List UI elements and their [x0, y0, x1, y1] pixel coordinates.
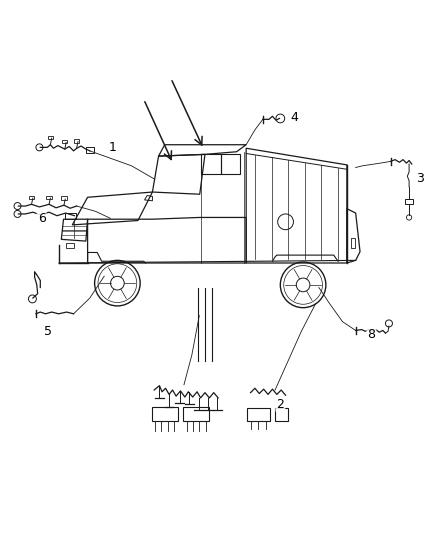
- Bar: [152, 407, 178, 421]
- Bar: [66, 243, 74, 248]
- Bar: [29, 196, 34, 199]
- Bar: [247, 408, 270, 421]
- Text: 2: 2: [276, 398, 284, 411]
- Text: 4: 4: [290, 111, 298, 124]
- Bar: [86, 147, 94, 154]
- Bar: [183, 407, 209, 421]
- Bar: [65, 213, 76, 219]
- Bar: [275, 408, 288, 421]
- Bar: [61, 197, 67, 200]
- Bar: [405, 199, 413, 204]
- Bar: [48, 135, 53, 139]
- Text: 5: 5: [44, 325, 52, 338]
- Bar: [46, 196, 52, 199]
- Text: 1: 1: [109, 141, 117, 154]
- Text: 8: 8: [367, 328, 375, 341]
- Bar: [62, 140, 67, 143]
- Text: 3: 3: [417, 172, 424, 185]
- Bar: [74, 139, 79, 142]
- Text: 6: 6: [38, 212, 46, 225]
- Bar: [351, 238, 355, 248]
